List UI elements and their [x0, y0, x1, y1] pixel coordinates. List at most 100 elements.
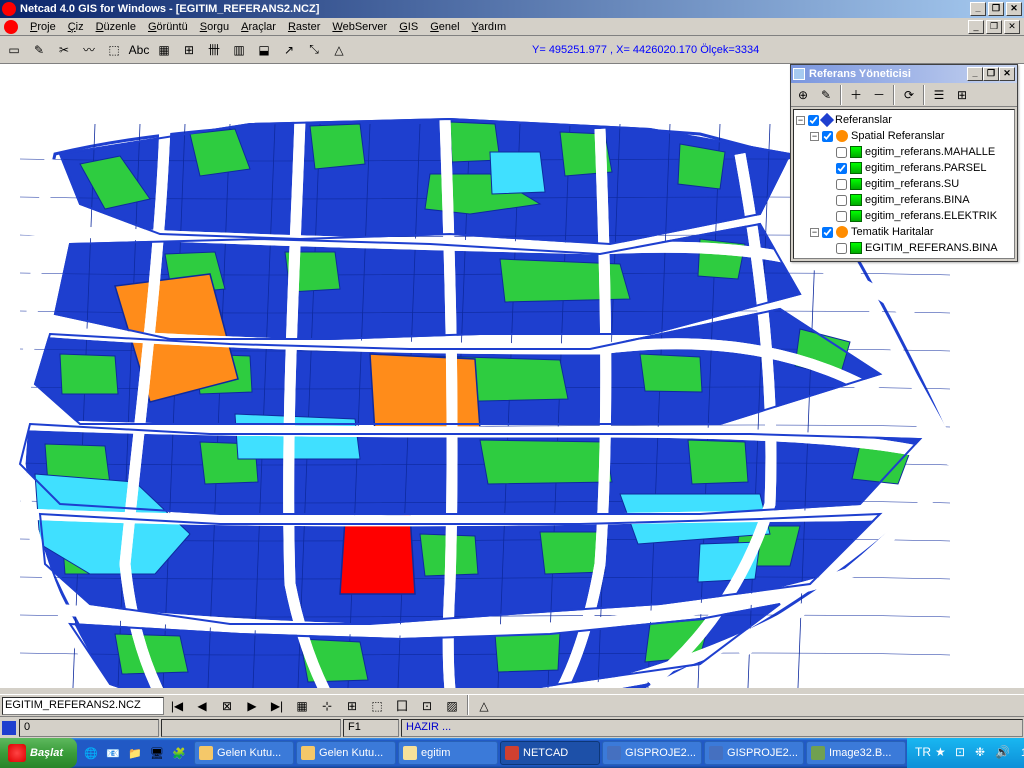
tree-checkbox[interactable] — [822, 131, 833, 142]
bottom-btn-4[interactable]: ▶| — [265, 695, 289, 717]
ref-tool-1[interactable]: ✎ — [815, 84, 837, 106]
bottom-btn-2[interactable]: ⊠ — [215, 695, 239, 717]
tree-checkbox[interactable] — [836, 195, 847, 206]
tree-layer-3[interactable]: egitim_referans.BINA — [796, 192, 1012, 208]
map-canvas[interactable]: Referans Yöneticisi _ ❐ ✕ ⊕✎ ＋－ ⟳ ☰⊞ − Refer… — [0, 64, 1024, 688]
ref-tool-9[interactable]: ⊞ — [951, 84, 973, 106]
close-button[interactable]: ✕ — [1006, 2, 1022, 16]
tool-btn-9[interactable]: ▥ — [227, 39, 251, 61]
bottom-btn-1[interactable]: ◀ — [190, 695, 214, 717]
tool-btn-11[interactable]: ↗ — [277, 39, 301, 61]
tree-checkbox[interactable] — [836, 163, 847, 174]
tree-layer-4[interactable]: egitim_referans.ELEKTRIK — [796, 208, 1012, 224]
tool-btn-1[interactable]: ✎ — [27, 39, 51, 61]
menu-webserver[interactable]: WebServer — [326, 20, 393, 34]
bottom-btn-11[interactable]: ▨ — [440, 695, 464, 717]
quicklaunch-4[interactable]: 🧩 — [169, 742, 189, 764]
tool-btn-10[interactable]: ⬓ — [252, 39, 276, 61]
bottom-btn-0[interactable]: |◀ — [165, 695, 189, 717]
bottom-btn-7[interactable]: ⊞ — [340, 695, 364, 717]
tree-toggle-icon[interactable]: − — [810, 132, 819, 141]
ref-tool-6[interactable]: ⟳ — [898, 84, 920, 106]
tray-icon-3[interactable]: ❉ — [975, 745, 991, 761]
tool-btn-7[interactable]: ⊞ — [177, 39, 201, 61]
tree-checkbox[interactable] — [808, 115, 819, 126]
ref-tool-0[interactable]: ⊕ — [792, 84, 814, 106]
tree-toggle-icon[interactable]: − — [796, 116, 805, 125]
tree-root[interactable]: − Referanslar — [796, 112, 1012, 128]
ref-tool-8[interactable]: ☰ — [928, 84, 950, 106]
mdi-minimize-button[interactable]: _ — [968, 20, 984, 34]
tool-btn-2[interactable]: ✂ — [52, 39, 76, 61]
bottom-toolbar: EGITIM_REFERANS2.NCZ |◀◀⊠▶▶|▦⊹⊞⬚囗⊡▨ △ — [0, 694, 1024, 716]
tray-icon-4[interactable]: 🔊 — [995, 745, 1011, 761]
tree-checkbox[interactable] — [836, 179, 847, 190]
ref-tool-4[interactable]: － — [868, 84, 890, 106]
task-5[interactable]: GISPROJE2... — [704, 741, 804, 765]
tool-btn-12[interactable]: ⤡ — [302, 39, 326, 61]
tree-layer-0[interactable]: egitim_referans.MAHALLE — [796, 144, 1012, 160]
menu-araçlar[interactable]: Araçlar — [235, 20, 282, 34]
tree-thematic-layer-0[interactable]: EGITIM_REFERANS.BINA — [796, 240, 1012, 256]
task-2[interactable]: egitim — [398, 741, 498, 765]
menu-gis[interactable]: GIS — [393, 20, 424, 34]
tool-btn-13[interactable]: △ — [327, 39, 351, 61]
quicklaunch-1[interactable]: 📧 — [103, 742, 123, 764]
tool-btn-3[interactable]: 〰 — [77, 39, 101, 61]
task-4[interactable]: GISPROJE2... — [602, 741, 702, 765]
ref-close-button[interactable]: ✕ — [999, 67, 1015, 81]
tree-checkbox[interactable] — [836, 211, 847, 222]
bottom-btn-10[interactable]: ⊡ — [415, 695, 439, 717]
maximize-button[interactable]: ❐ — [988, 2, 1004, 16]
tool-btn-5[interactable]: Abc — [127, 39, 151, 61]
tool-btn-4[interactable]: ⬚ — [102, 39, 126, 61]
mdi-maximize-button[interactable]: ❐ — [986, 20, 1002, 34]
bottom-btn-13[interactable]: △ — [472, 695, 496, 717]
task-1[interactable]: Gelen Kutu... — [296, 741, 396, 765]
tree-node-icon — [850, 162, 862, 174]
tree-toggle-icon[interactable]: − — [810, 228, 819, 237]
menu-proje[interactable]: Proje — [24, 20, 62, 34]
bottom-btn-8[interactable]: ⬚ — [365, 695, 389, 717]
minimize-button[interactable]: _ — [970, 2, 986, 16]
tree-checkbox[interactable] — [836, 243, 847, 254]
ref-minimize-button[interactable]: _ — [967, 67, 983, 81]
quicklaunch-3[interactable]: 🖥 — [147, 742, 167, 764]
tree-label: Referanslar — [835, 114, 892, 126]
menu-raster[interactable]: Raster — [282, 20, 326, 34]
tool-btn-0[interactable]: ▭ — [2, 39, 26, 61]
tree-thematic[interactable]: −Tematik Haritalar — [796, 224, 1012, 240]
ref-panel-titlebar[interactable]: Referans Yöneticisi _ ❐ ✕ — [791, 65, 1017, 83]
tree-layer-1[interactable]: egitim_referans.PARSEL — [796, 160, 1012, 176]
filename-box[interactable]: EGITIM_REFERANS2.NCZ — [2, 697, 164, 715]
tree-spatial[interactable]: −Spatial Referanslar — [796, 128, 1012, 144]
start-button[interactable]: Başlat — [0, 738, 77, 768]
quicklaunch-2[interactable]: 📁 — [125, 742, 145, 764]
bottom-btn-3[interactable]: ▶ — [240, 695, 264, 717]
tray-icon-1[interactable]: ★ — [935, 745, 951, 761]
tool-btn-6[interactable]: ▦ — [152, 39, 176, 61]
task-3[interactable]: NETCAD — [500, 741, 600, 765]
ref-tree[interactable]: −Referanslar−Spatial Referanslaregitim_r… — [793, 109, 1015, 259]
menu-genel[interactable]: Genel — [424, 20, 465, 34]
bottom-btn-5[interactable]: ▦ — [290, 695, 314, 717]
tree-checkbox[interactable] — [822, 227, 833, 238]
tree-layer-2[interactable]: egitim_referans.SU — [796, 176, 1012, 192]
ref-tool-3[interactable]: ＋ — [845, 84, 867, 106]
bottom-btn-9[interactable]: 囗 — [390, 695, 414, 717]
ref-maximize-button[interactable]: ❐ — [983, 67, 999, 81]
mdi-close-button[interactable]: ✕ — [1004, 20, 1020, 34]
task-0[interactable]: Gelen Kutu... — [194, 741, 294, 765]
tool-btn-8[interactable]: 卌 — [202, 39, 226, 61]
menu-sorgu[interactable]: Sorgu — [194, 20, 235, 34]
tree-checkbox[interactable] — [836, 147, 847, 158]
tray-icon-0[interactable]: TR — [915, 745, 931, 761]
menu-görüntü[interactable]: Görüntü — [142, 20, 194, 34]
menu-yardım[interactable]: Yardım — [466, 20, 513, 34]
bottom-btn-6[interactable]: ⊹ — [315, 695, 339, 717]
task-6[interactable]: Image32.B... — [806, 741, 906, 765]
quicklaunch-0[interactable]: 🌐 — [81, 742, 101, 764]
menu-çiz[interactable]: Çiz — [62, 20, 90, 34]
tray-icon-2[interactable]: ⊡ — [955, 745, 971, 761]
menu-düzenle[interactable]: Düzenle — [90, 20, 142, 34]
